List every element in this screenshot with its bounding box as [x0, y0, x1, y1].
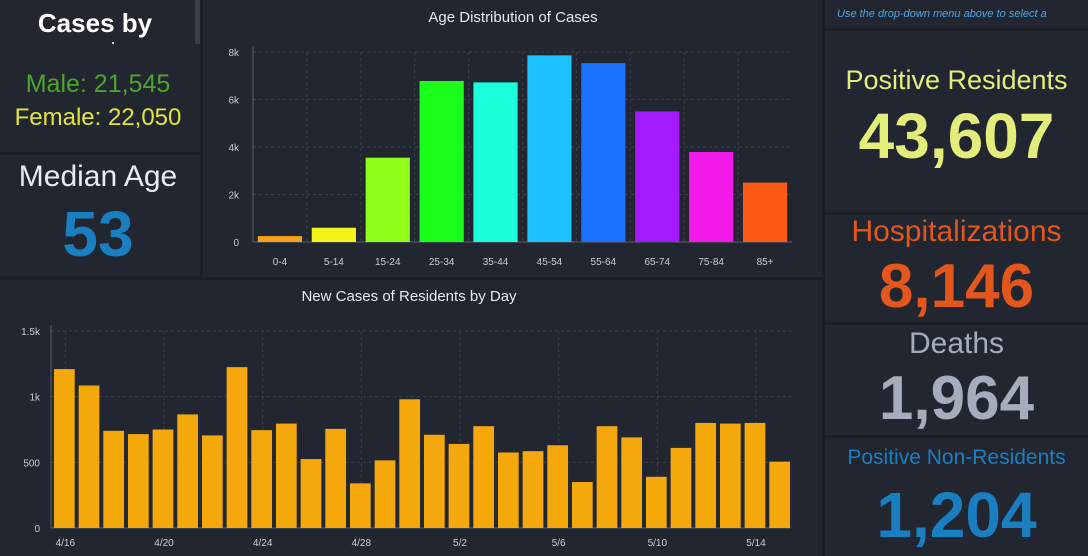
daily-bar — [522, 451, 544, 528]
dropdown-hint: Use the drop-down menu above to select a — [837, 8, 1047, 20]
positive-residents-panel: Positive Residents 43,607 — [825, 31, 1088, 212]
cases-by-title: Cases by — [37, 8, 153, 38]
deaths-label: Deaths — [908, 327, 1005, 360]
daily-bar — [374, 460, 396, 528]
daily-bar — [571, 482, 593, 528]
female-count: Female: 22,050 — [14, 104, 182, 131]
daily-bar — [670, 447, 692, 528]
daily-bar — [596, 426, 618, 528]
age-bar — [581, 63, 626, 242]
age-category-label: 85+ — [757, 257, 774, 268]
age-category-label: 5-14 — [324, 257, 344, 268]
daily-x-tick-label: 4/20 — [154, 538, 174, 549]
daily-y-tick-label: 500 — [23, 458, 40, 469]
age-chart-title: Age Distribution of Cases — [428, 9, 597, 26]
age-category-label: 35-44 — [483, 257, 509, 268]
age-y-tick-label: 4k — [228, 143, 240, 154]
age-y-tick-label: 8k — [228, 48, 240, 59]
daily-bar — [621, 437, 643, 528]
daily-bar — [695, 422, 717, 528]
daily-bar — [423, 434, 445, 528]
age-bar — [257, 236, 303, 242]
daily-x-tick-label: 4/28 — [352, 538, 372, 549]
panel-scrollbar[interactable] — [195, 0, 200, 44]
age-bar — [419, 80, 464, 242]
positive-residents-value: 43,607 — [858, 100, 1055, 172]
deaths-panel: Deaths 1,964 — [825, 325, 1088, 435]
age-category-label: 75-84 — [698, 257, 724, 268]
daily-chart-title: New Cases of Residents by Day — [301, 288, 517, 305]
daily-bar — [53, 369, 75, 528]
daily-x-tick-label: 5/10 — [648, 538, 668, 549]
age-bar — [635, 111, 680, 242]
daily-bar — [497, 452, 519, 528]
age-y-tick-label: 0 — [233, 238, 239, 249]
daily-bar — [177, 414, 199, 528]
daily-bar — [275, 423, 297, 528]
positive-residents-label: Positive Residents — [845, 65, 1068, 95]
daily-bar — [399, 399, 421, 528]
positive-non-residents-label: Positive Non-Residents — [847, 446, 1066, 469]
deaths-value: 1,964 — [878, 364, 1035, 433]
positive-non-residents-value: 1,204 — [876, 479, 1037, 551]
age-bar — [365, 157, 410, 242]
age-category-label: 45-54 — [537, 257, 563, 268]
median-age-label: Median Age — [18, 160, 178, 193]
age-category-label: 65-74 — [644, 257, 670, 268]
age-category-label: 25-34 — [429, 257, 455, 268]
title-overflow-dot — [112, 42, 114, 44]
daily-cases-chart: New Cases of Residents by Day 0 500 1k 1.5k… — [21, 288, 791, 549]
hint-panel: Use the drop-down menu above to select a — [825, 0, 1088, 28]
daily-y-tick-label: 1k — [29, 393, 41, 404]
daily-bar — [473, 426, 495, 528]
age-bar — [473, 82, 518, 243]
hospitalizations-value: 8,146 — [878, 252, 1035, 321]
daily-bar — [152, 429, 174, 528]
daily-bar — [769, 461, 791, 528]
daily-y-tick-label: 0 — [34, 524, 40, 535]
daily-x-tick-label: 4/16 — [56, 538, 76, 549]
daily-bar — [251, 430, 273, 528]
daily-bar — [448, 443, 470, 528]
cases-by-sex-panel: Cases by Male: 21,545 Female: 22,050 — [0, 0, 200, 152]
daily-x-tick-label: 5/6 — [552, 538, 566, 549]
daily-bar — [201, 435, 223, 528]
age-y-tick-label: 6k — [228, 96, 240, 107]
daily-bar — [719, 423, 741, 528]
median-age-panel: Median Age 53 — [0, 155, 200, 276]
age-category-label: 15-24 — [375, 257, 401, 268]
age-distribution-chart: Age Distribution of Cases 0 2k 4k 6k 8k 0-4 5-… — [228, 9, 792, 268]
daily-x-tick-label: 5/14 — [746, 538, 766, 549]
age-category-label: 55-64 — [591, 257, 617, 268]
daily-y-tick-label: 1.5k — [21, 327, 41, 338]
age-y-tick-label: 2k — [228, 191, 240, 202]
age-distribution-panel: Age Distribution of Cases 0 2k 4k 6k 8k 0-4 5-… — [203, 0, 822, 277]
daily-bar — [103, 430, 125, 528]
hospitalizations-panel: Hospitalizations 8,146 — [825, 215, 1088, 322]
daily-bar — [349, 483, 371, 528]
daily-bar — [127, 434, 149, 528]
daily-bar — [547, 445, 569, 528]
daily-x-tick-label: 4/24 — [253, 538, 273, 549]
daily-bar — [645, 476, 667, 528]
daily-bar — [325, 428, 347, 528]
daily-bar — [300, 459, 322, 528]
daily-bar — [226, 367, 248, 528]
age-bar — [689, 151, 734, 242]
daily-bar — [744, 422, 766, 528]
positive-non-residents-panel: Positive Non-Residents 1,204 — [825, 438, 1088, 556]
male-count: Male: 21,545 — [25, 70, 171, 98]
median-age-value: 53 — [62, 198, 134, 270]
daily-x-tick-label: 5/2 — [453, 538, 467, 549]
age-bar — [311, 227, 356, 242]
age-bar — [742, 182, 788, 242]
age-category-label: 0-4 — [273, 257, 288, 268]
daily-cases-panel: New Cases of Residents by Day 0 500 1k 1.5k… — [0, 280, 822, 556]
daily-bar — [78, 385, 100, 528]
hospitalizations-label: Hospitalizations — [851, 215, 1062, 248]
age-bar — [527, 55, 572, 243]
